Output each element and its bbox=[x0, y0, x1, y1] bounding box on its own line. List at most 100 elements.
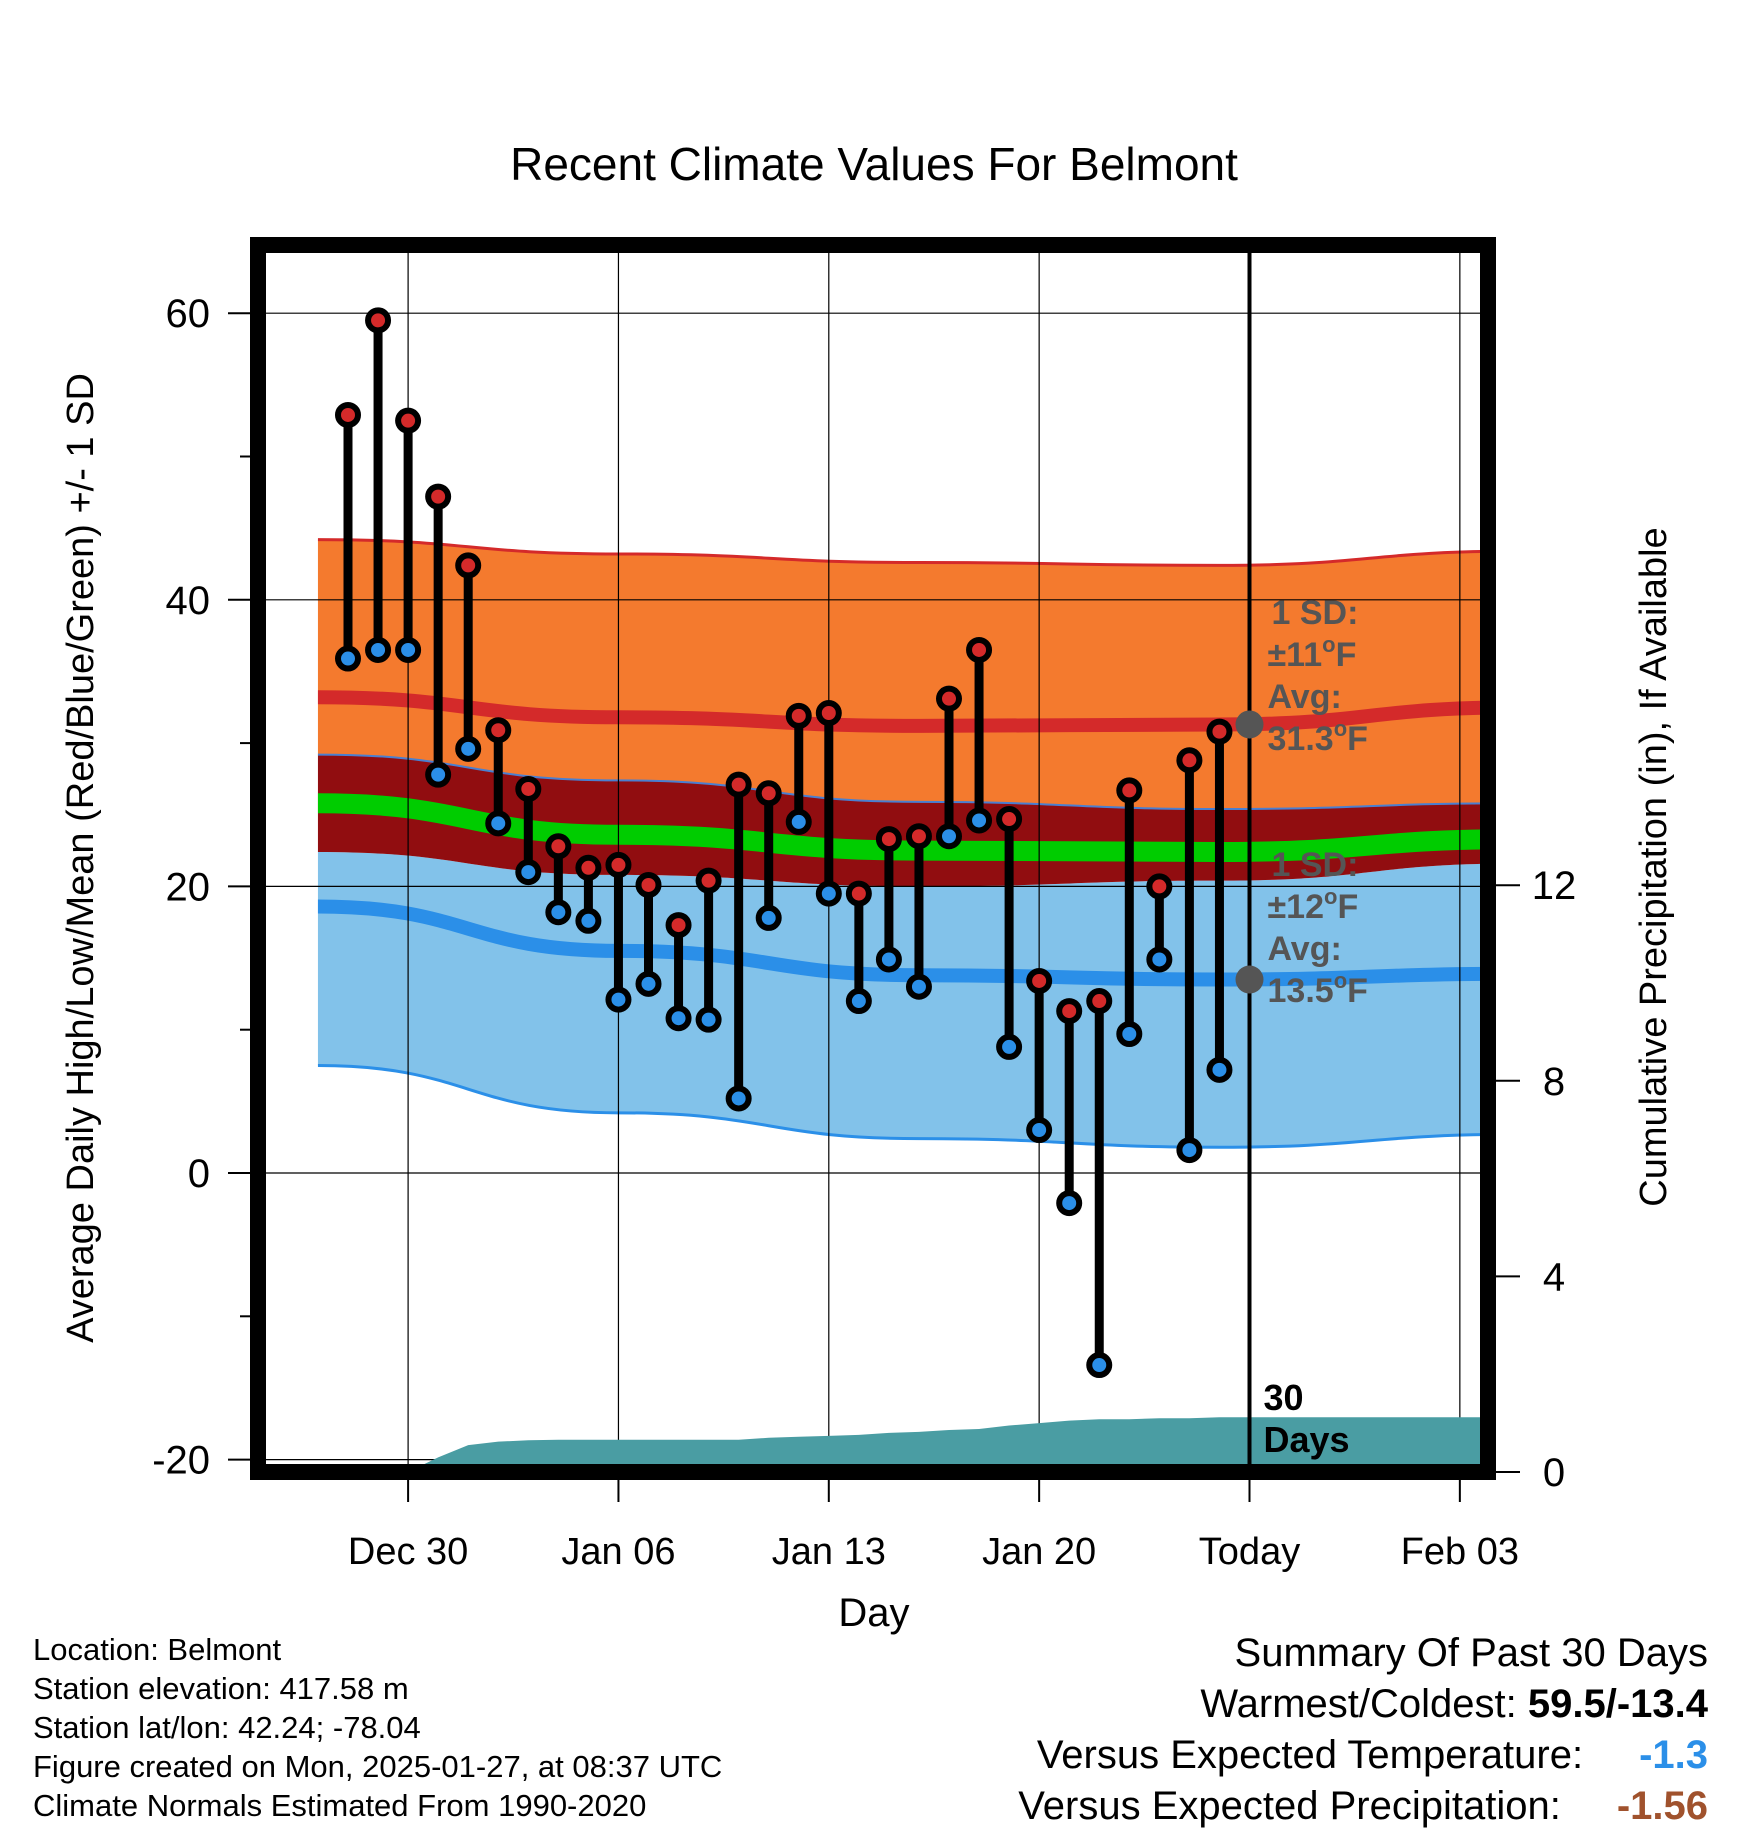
x-tick-label: Today bbox=[1199, 1531, 1300, 1573]
station-info: Location: Belmont Station elevation: 417… bbox=[33, 1630, 722, 1825]
annotation-avg-value: 31.3oF bbox=[1268, 716, 1368, 758]
y2-tick-label: 0 bbox=[1543, 1451, 1565, 1495]
daily-high-point bbox=[335, 401, 361, 428]
summary-title: Summary Of Past 30 Days bbox=[1234, 1631, 1708, 1675]
chart-title: Recent Climate Values For Belmont bbox=[510, 138, 1238, 190]
annotation-sd-number: ±11 bbox=[1268, 636, 1323, 674]
y-tick-label: 40 bbox=[166, 579, 211, 623]
low-sd-band bbox=[317, 852, 1488, 1148]
daily-high-point bbox=[755, 780, 782, 807]
daily-high-point bbox=[485, 717, 512, 744]
daily-high-point bbox=[695, 867, 722, 894]
low-lower-line bbox=[317, 1064, 1488, 1149]
daily-low-point bbox=[1206, 1056, 1233, 1083]
daily-low-point bbox=[966, 807, 993, 834]
daily-low-point bbox=[1176, 1137, 1203, 1164]
x-tick-label: Dec 30 bbox=[348, 1531, 468, 1573]
daily-low-point bbox=[425, 761, 452, 788]
daily-high-point bbox=[1116, 777, 1143, 804]
days-label-number: 30 bbox=[1264, 1377, 1304, 1418]
daily-high-point bbox=[1176, 747, 1203, 774]
high-lower-line bbox=[317, 753, 1488, 811]
created-text: Figure created on Mon, 2025-01-27, at 08… bbox=[33, 1749, 723, 1784]
high-upper-line bbox=[317, 538, 1488, 567]
daily-low-point bbox=[996, 1033, 1023, 1060]
normals-text: Climate Normals Estimated From 1990-2020 bbox=[33, 1788, 647, 1823]
annotation-degree: o bbox=[1334, 968, 1347, 993]
daily-low-point bbox=[515, 859, 542, 886]
y-tick-label: -20 bbox=[152, 1439, 210, 1483]
daily-low-point bbox=[575, 907, 602, 934]
daily-low-point bbox=[725, 1085, 752, 1112]
daily-high-point bbox=[1056, 998, 1083, 1025]
daily-low-point bbox=[1026, 1117, 1053, 1144]
daily-high-point bbox=[966, 636, 993, 663]
high-sd-band bbox=[317, 539, 1488, 810]
daily-low-point bbox=[695, 1006, 722, 1033]
normal-high-line bbox=[317, 690, 1488, 733]
daily-low-point bbox=[1056, 1190, 1083, 1217]
daily-high-point bbox=[1146, 873, 1173, 900]
daily-low-point bbox=[905, 973, 932, 1000]
daily-low-point bbox=[395, 636, 422, 663]
daily-low-point bbox=[455, 735, 482, 762]
y-tick-label: 20 bbox=[166, 865, 211, 909]
y2-tick-label: 8 bbox=[1543, 1060, 1565, 1104]
annotation-sd-value: ±12oF bbox=[1268, 884, 1359, 926]
daily-low-point bbox=[545, 899, 572, 926]
daily-high-point bbox=[425, 483, 452, 510]
daily-low-point bbox=[335, 645, 361, 672]
daily-high-point bbox=[545, 833, 572, 860]
warmcold-label: Warmest/Coldest: bbox=[1200, 1682, 1517, 1726]
daily-low-point bbox=[875, 946, 902, 973]
location-text: Location: Belmont bbox=[33, 1632, 282, 1667]
annotation-sd-label: 1 SD: bbox=[1272, 594, 1359, 632]
x-tick-label: Jan 06 bbox=[561, 1531, 675, 1573]
days-label-word: Days bbox=[1264, 1419, 1350, 1460]
annotation-unit: F bbox=[1336, 636, 1357, 674]
annotation-avg-number: 31.3 bbox=[1268, 720, 1334, 758]
daily-high-point bbox=[575, 854, 602, 881]
x-axis-label: Day bbox=[838, 1591, 909, 1635]
daily-high-point bbox=[515, 775, 542, 802]
daily-high-point bbox=[815, 700, 842, 727]
plot-frame bbox=[250, 237, 1496, 1480]
elevation-text: Station elevation: 417.58 m bbox=[33, 1671, 409, 1706]
daily-low-point bbox=[755, 904, 782, 931]
daily-low-point bbox=[785, 808, 812, 835]
x-tick-label: Feb 03 bbox=[1401, 1531, 1519, 1573]
daily-high-point bbox=[905, 823, 932, 850]
annotation-avg-label: Avg: bbox=[1268, 930, 1342, 968]
daily-high-point bbox=[785, 702, 812, 729]
high-normal-marker bbox=[1235, 710, 1264, 739]
temp-label: Versus Expected Temperature: bbox=[1036, 1733, 1584, 1777]
precip-value: -1.56 bbox=[1616, 1784, 1708, 1828]
annotation-sd-value: ±11oF bbox=[1268, 632, 1357, 674]
daily-low-point bbox=[1146, 946, 1173, 973]
x-tick-label: Jan 20 bbox=[982, 1531, 1096, 1573]
annotation-degree: o bbox=[1334, 716, 1347, 741]
y2-tick-label: 4 bbox=[1543, 1255, 1565, 1299]
daily-low-point bbox=[665, 1005, 692, 1032]
daily-high-point bbox=[845, 880, 872, 907]
daily-low-point bbox=[635, 970, 662, 997]
daily-high-point bbox=[996, 806, 1023, 833]
summary-temp: Versus Expected Temperature: -1.3 bbox=[1018, 1730, 1708, 1781]
daily-high-point bbox=[725, 771, 752, 798]
daily-high-point bbox=[395, 407, 422, 434]
annotation-unit: F bbox=[1337, 888, 1358, 926]
annotation-avg-number: 13.5 bbox=[1268, 972, 1334, 1010]
precip-area bbox=[317, 1417, 1488, 1472]
daily-high-point bbox=[455, 552, 482, 579]
y2-axis-label: Cumulative Precipitation (in), If Availa… bbox=[1633, 527, 1675, 1206]
daily-high-point bbox=[875, 826, 902, 853]
annotation-unit: F bbox=[1347, 972, 1368, 1010]
daily-low-point bbox=[365, 636, 392, 663]
summary-warmcold: Warmest/Coldest: 59.5/-13.4 bbox=[1018, 1679, 1708, 1730]
daily-high-point bbox=[635, 871, 662, 898]
